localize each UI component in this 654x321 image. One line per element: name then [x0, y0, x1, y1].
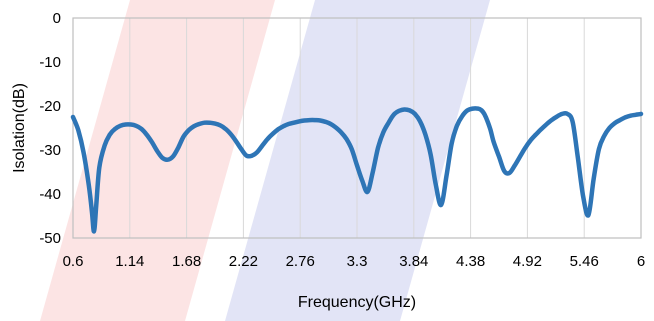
x-tick-label: 0.6 [63, 253, 84, 270]
y-tick-label: -10 [39, 54, 61, 71]
y-tick-label: -50 [39, 230, 61, 247]
background-diagonal-bands [40, 0, 490, 321]
pink-diagonal-band [40, 0, 275, 321]
plot-area-frame [72, 17, 642, 239]
series-layer [70, 106, 644, 234]
x-tick-label: 5.46 [570, 253, 599, 270]
x-tick-label: 2.22 [229, 253, 258, 270]
y-tick-label: 0 [53, 10, 61, 27]
y-tick-label: -30 [39, 142, 61, 159]
x-axis-tick-labels: 0.6 1.14 1.68 2.22 2.76 3.3 3.84 4.38 4.92 5.46 6 [63, 253, 646, 270]
y-axis-tick-labels: 0 -10 -20 -30 -40 -50 [39, 10, 61, 247]
x-axis-title: Frequency(GHz) [298, 294, 416, 311]
x-tick-label: 4.92 [513, 253, 542, 270]
y-axis-title: Isolation(dB) [11, 83, 28, 173]
x-tick-label: 4.38 [456, 253, 485, 270]
x-tick-label: 2.76 [286, 253, 315, 270]
x-tick-label: 3.84 [399, 253, 428, 270]
y-tick-label: -20 [39, 98, 61, 115]
y-tick-label: -40 [39, 186, 61, 203]
x-tick-label: 1.14 [115, 253, 144, 270]
isolation-series-line [70, 106, 644, 234]
x-tick-label: 1.68 [172, 253, 201, 270]
x-tick-label: 6 [637, 253, 645, 270]
x-tick-label: 3.3 [347, 253, 368, 270]
vertical-grid-lines [129, 18, 585, 238]
